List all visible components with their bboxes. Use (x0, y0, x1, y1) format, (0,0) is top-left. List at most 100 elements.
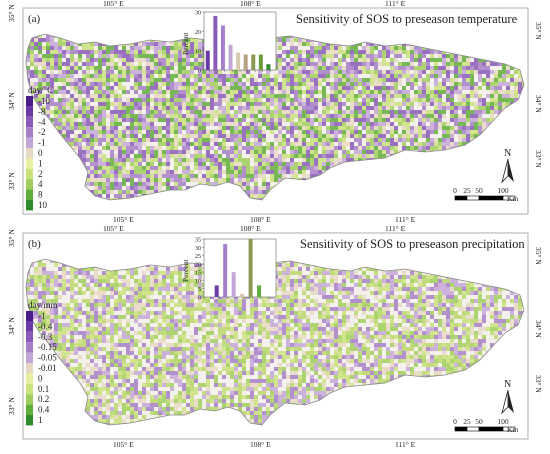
scale-segment (479, 196, 503, 200)
legend-label: -2 (38, 127, 46, 137)
histogram-tick-label: 0 (198, 296, 201, 302)
histogram-ylabel: Percent (181, 259, 190, 282)
lat-tick-left: 34° N (7, 92, 16, 110)
panel-label: (a) (28, 13, 41, 25)
scale-label: 25 (463, 417, 471, 426)
legend-swatch (26, 373, 33, 383)
legend-label: -0.01 (38, 363, 57, 373)
legend-swatch (26, 106, 33, 116)
legend-label: -0.3 (38, 332, 53, 342)
north-arrow-right (508, 390, 514, 413)
legend-label: 0 (38, 148, 43, 158)
histogram-bar (223, 244, 227, 297)
panel-title: Sensitivity of SOS to preseason precipit… (300, 237, 525, 251)
legend-swatch (26, 117, 33, 127)
legend-label: -8 (38, 106, 46, 116)
legend-label: 10 (38, 200, 48, 210)
legend-swatch (26, 127, 33, 137)
legend-label: -1 (38, 311, 46, 321)
scale-segment (455, 196, 467, 200)
lat-tick-right: 34° N (534, 95, 543, 113)
legend-label: -10 (38, 96, 50, 106)
histogram-tick-label: 20 (195, 262, 201, 268)
legend-swatch (26, 321, 33, 331)
histogram-bar (240, 294, 244, 297)
legend-swatch (26, 158, 33, 168)
scale-label: 0 (453, 417, 457, 426)
histogram-bar (232, 272, 236, 297)
legend-unit: day/°C (28, 85, 53, 95)
legend-swatch (26, 332, 33, 342)
lon-tick-bottom: 108° E (250, 215, 271, 224)
scale-segment (467, 427, 479, 431)
legend-swatch (26, 363, 33, 373)
histogram-tick-label: 30 (195, 246, 201, 252)
lon-tick-top: 108° E (240, 0, 261, 8)
histogram-tick-label: 25 (195, 254, 201, 260)
lon-tick-bottom: 108° E (250, 440, 271, 449)
histogram-bar (266, 64, 270, 70)
legend-label: 2 (38, 169, 43, 179)
histogram-ylabel: Percent (181, 32, 190, 55)
scale-label: 0 (453, 186, 457, 195)
scale-label: 50 (475, 186, 483, 195)
lon-tick-top: 105° E (103, 225, 124, 233)
lat-tick-right: 35° N (534, 22, 543, 40)
panel-b: (b) Sensitivity of SOS to preseason prec… (0, 225, 550, 449)
histogram-bar (221, 26, 225, 70)
legend-swatch (26, 384, 33, 394)
scale-unit: Km (507, 194, 518, 203)
lon-tick-top: 108° E (240, 225, 261, 233)
legend-label: 8 (38, 190, 43, 200)
histogram-bar (213, 16, 217, 70)
histogram-bar (251, 55, 255, 70)
lat-tick-left: 33° N (7, 397, 16, 415)
panel-title: Sensitivity of SOS to preseason temperat… (296, 12, 518, 26)
legend-label: 1 (38, 415, 43, 425)
scale-unit: Km (507, 425, 518, 434)
legend-label: -4 (38, 117, 46, 127)
histogram-bar (206, 51, 210, 70)
histogram-bar (215, 285, 219, 297)
lon-tick-bottom: 105° E (113, 440, 134, 449)
legend-label: 0 (38, 373, 43, 383)
lon-tick-top: 111° E (385, 225, 406, 233)
lat-tick-right: 33° N (534, 150, 543, 168)
histogram-tick-label: 10 (195, 49, 201, 55)
histogram-tick-label: 30 (195, 11, 201, 17)
histogram-bar (229, 45, 233, 70)
legend-swatch (26, 148, 33, 158)
north-label: N (504, 148, 511, 159)
legend-swatch (26, 138, 33, 148)
histogram-bar (249, 239, 253, 297)
histogram-tick-label: 35 (195, 238, 201, 244)
lon-tick-top: 105° E (103, 0, 124, 8)
legend-label: 0.4 (38, 405, 50, 415)
lon-tick-top: 111° E (385, 0, 406, 8)
legend-label: -1 (38, 138, 46, 148)
north-arrow: N (502, 148, 514, 182)
lat-tick-left: 35° N (7, 4, 16, 22)
north-arrow-left (502, 159, 508, 182)
histogram-tick-label: 0 (198, 69, 201, 75)
lat-tick-left: 35° N (7, 229, 16, 247)
scale-label: 25 (463, 186, 471, 195)
lon-tick-bottom: 111° E (395, 440, 416, 449)
legend-swatch (26, 353, 33, 363)
lat-tick-right: 35° N (534, 247, 543, 265)
map-panel-b: (b) Sensitivity of SOS to preseason prec… (0, 225, 550, 449)
legend-swatch (26, 311, 33, 321)
north-label: N (504, 379, 511, 390)
histogram-tick-label: 20 (195, 30, 201, 36)
legend-label: 1 (38, 158, 43, 168)
histogram-bar (257, 285, 261, 297)
histogram-tick-label: 15 (195, 271, 201, 277)
legend-swatch (26, 169, 33, 179)
scale-segment (479, 427, 503, 431)
legend-swatch (26, 190, 33, 200)
legend-label: -0.05 (38, 353, 57, 363)
histogram-tick-label: 5 (198, 287, 201, 293)
lat-tick-right: 33° N (534, 375, 543, 393)
lon-tick-bottom: 111° E (395, 215, 416, 224)
